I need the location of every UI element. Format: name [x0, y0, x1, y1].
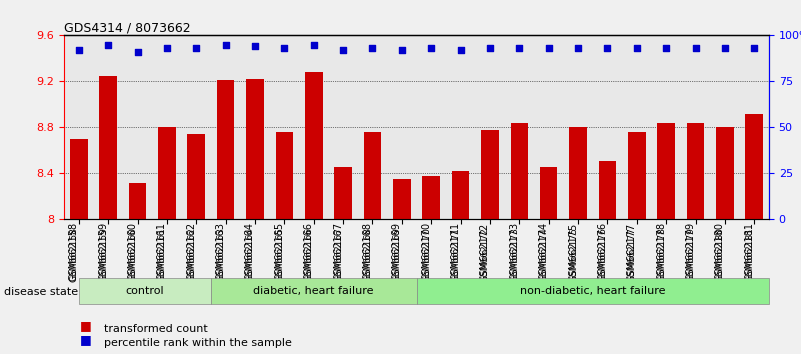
Point — [160, 45, 173, 51]
Bar — [246, 79, 264, 219]
Bar — [452, 171, 469, 219]
Bar — [422, 176, 440, 219]
Bar — [158, 127, 175, 219]
Point — [396, 47, 409, 53]
Text: GSM662180: GSM662180 — [715, 222, 725, 281]
Text: GSM662175: GSM662175 — [568, 222, 578, 281]
Point — [748, 45, 761, 51]
Text: GSM662165: GSM662165 — [275, 222, 284, 281]
Point — [718, 45, 731, 51]
Bar — [746, 114, 763, 219]
Point — [630, 45, 643, 51]
Text: GSM662178: GSM662178 — [656, 222, 666, 281]
Text: GSM662172: GSM662172 — [480, 222, 490, 281]
Point — [660, 45, 673, 51]
Text: GSM662179: GSM662179 — [686, 222, 695, 281]
Text: GSM662177: GSM662177 — [627, 222, 637, 281]
Point — [425, 45, 437, 51]
Bar — [481, 130, 499, 219]
Bar — [570, 127, 587, 219]
Point — [190, 45, 203, 51]
Point — [102, 42, 115, 47]
Point — [336, 47, 349, 53]
Bar — [598, 161, 616, 219]
Bar — [417, 278, 769, 304]
Text: control: control — [126, 286, 164, 296]
Text: GSM662162: GSM662162 — [187, 222, 196, 281]
Bar — [187, 134, 205, 219]
Bar — [70, 139, 87, 219]
Text: GSM662164: GSM662164 — [245, 222, 255, 281]
Bar — [334, 166, 352, 219]
Text: GSM662170: GSM662170 — [421, 222, 431, 281]
Text: GSM662181: GSM662181 — [744, 222, 755, 281]
Point — [689, 45, 702, 51]
Text: ■: ■ — [80, 333, 92, 346]
Bar — [686, 123, 704, 219]
Point — [131, 49, 144, 55]
Text: ■: ■ — [80, 319, 92, 332]
Bar — [211, 278, 417, 304]
Point — [278, 45, 291, 51]
Bar — [217, 80, 235, 219]
Bar — [364, 132, 381, 219]
Bar — [99, 76, 117, 219]
Bar — [716, 127, 734, 219]
Bar — [305, 72, 323, 219]
Point — [484, 45, 497, 51]
Bar — [540, 166, 557, 219]
Text: GSM662173: GSM662173 — [509, 222, 519, 281]
Text: GSM662167: GSM662167 — [333, 222, 343, 281]
Bar — [658, 123, 675, 219]
Text: GSM662163: GSM662163 — [215, 222, 226, 281]
Point — [454, 47, 467, 53]
Point — [72, 47, 85, 53]
Point — [366, 45, 379, 51]
Text: GSM662169: GSM662169 — [392, 222, 402, 281]
Text: GSM662158: GSM662158 — [69, 222, 78, 281]
Text: non-diabetic, heart failure: non-diabetic, heart failure — [520, 286, 666, 296]
Text: GSM662168: GSM662168 — [363, 222, 372, 281]
Point — [601, 45, 614, 51]
Text: GSM662166: GSM662166 — [304, 222, 314, 281]
Text: GSM662161: GSM662161 — [157, 222, 167, 281]
Text: transformed count: transformed count — [104, 324, 208, 334]
Point — [219, 42, 232, 47]
Bar — [129, 183, 147, 219]
Point — [248, 44, 261, 49]
Text: percentile rank within the sample: percentile rank within the sample — [104, 338, 292, 348]
Point — [513, 45, 525, 51]
Text: GSM662160: GSM662160 — [127, 222, 138, 281]
Point — [542, 45, 555, 51]
Point — [308, 42, 320, 47]
Bar — [393, 179, 411, 219]
Point — [572, 45, 585, 51]
Text: diabetic, heart failure: diabetic, heart failure — [253, 286, 374, 296]
Bar — [78, 278, 211, 304]
Bar — [276, 132, 293, 219]
Text: disease state: disease state — [4, 287, 78, 297]
Text: GSM662171: GSM662171 — [451, 222, 461, 281]
Text: GSM662176: GSM662176 — [598, 222, 607, 281]
Bar — [510, 123, 528, 219]
Text: GSM662159: GSM662159 — [99, 222, 108, 281]
Text: GDS4314 / 8073662: GDS4314 / 8073662 — [64, 21, 191, 34]
Text: GSM662174: GSM662174 — [539, 222, 549, 281]
Bar — [628, 132, 646, 219]
